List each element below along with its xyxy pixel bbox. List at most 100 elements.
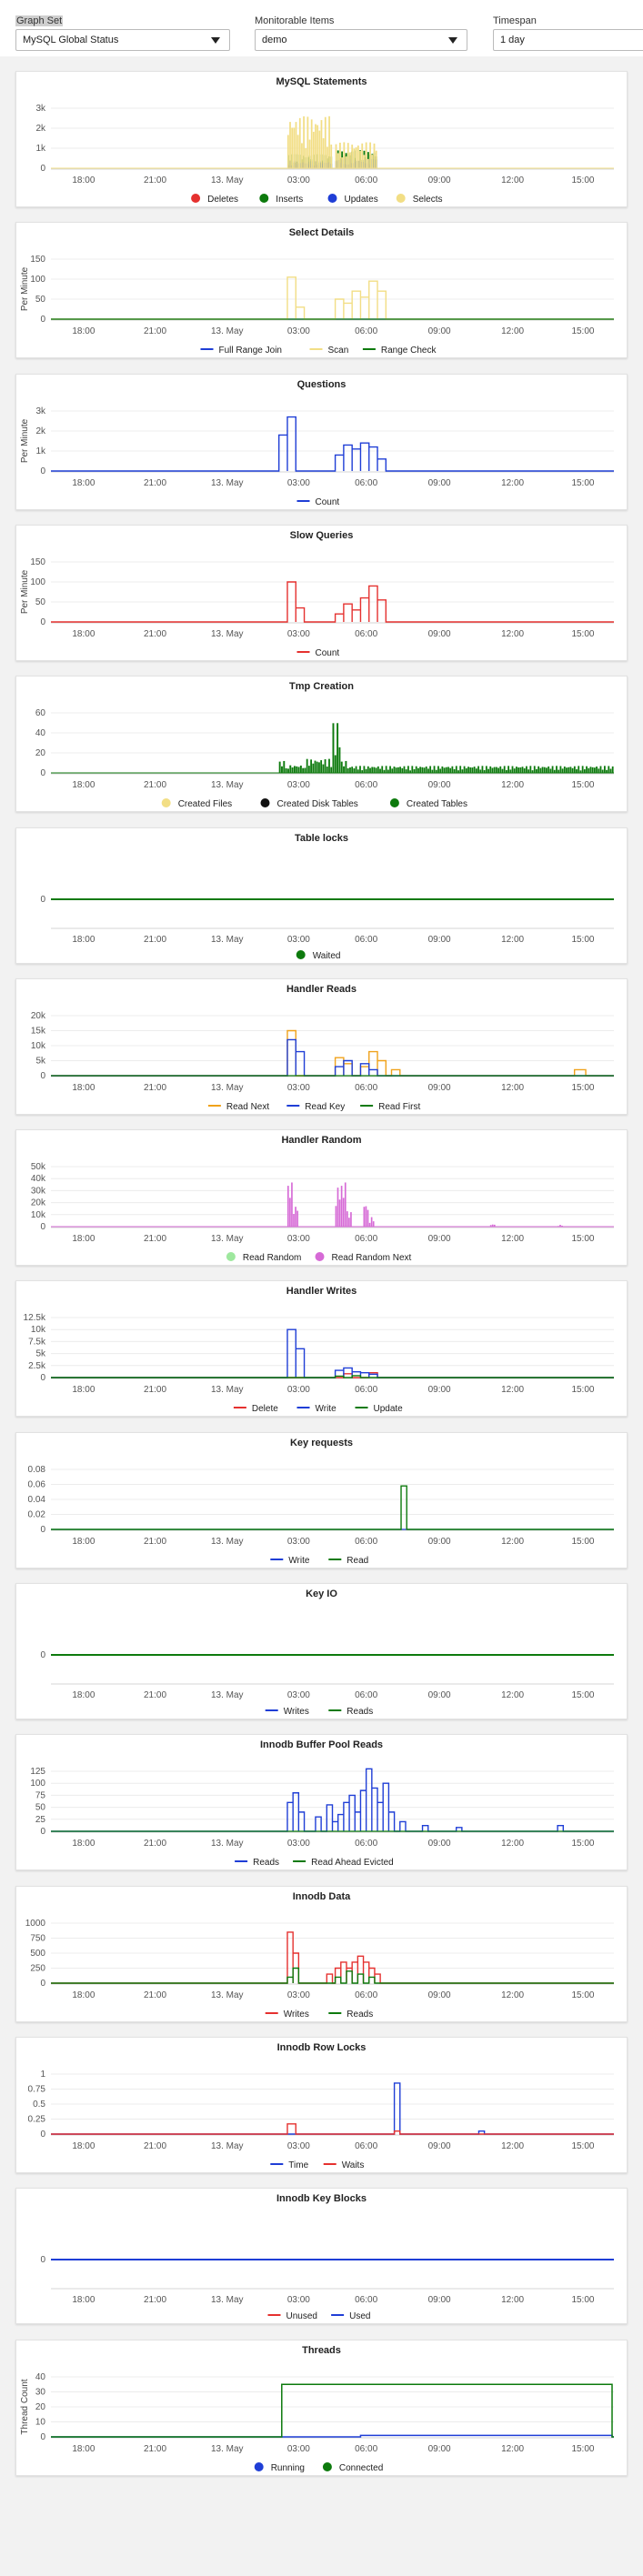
series-bar xyxy=(469,767,472,773)
x-tick-label: 18:00 xyxy=(72,1234,95,1244)
x-tick-label: 06:00 xyxy=(355,780,377,790)
y-tick-label: 250 xyxy=(30,1964,45,1974)
legend-item[interactable]: Reads xyxy=(235,1858,279,1868)
x-tick-label: 09:00 xyxy=(428,1083,451,1093)
x-tick-label: 09:00 xyxy=(428,326,451,336)
x-tick-label: 06:00 xyxy=(355,2295,377,2305)
x-tick-label: 09:00 xyxy=(428,1234,451,1244)
series-bar xyxy=(306,116,309,168)
x-tick-label: 09:00 xyxy=(428,1537,451,1547)
legend-item[interactable]: Reads xyxy=(328,1707,373,1717)
legend-item[interactable]: Read Random xyxy=(226,1252,301,1263)
series-bar xyxy=(583,769,586,773)
y-tick-label: 750 xyxy=(30,1934,45,1944)
legend-item[interactable]: Read Key xyxy=(286,1102,345,1112)
legend-item[interactable]: Inserts xyxy=(259,194,303,205)
series-bar xyxy=(367,1209,369,1227)
legend-item[interactable]: Writes xyxy=(265,2010,309,2020)
x-tick-label: 09:00 xyxy=(428,780,451,790)
y-tick-label: 25 xyxy=(35,1815,46,1825)
y-tick-label: 0.02 xyxy=(28,1510,46,1520)
legend-item[interactable]: Unused xyxy=(267,2311,317,2321)
monitorable-items-select[interactable]: demo xyxy=(255,29,467,51)
x-tick-label: 12:00 xyxy=(501,1537,524,1547)
series-line xyxy=(51,1931,614,1984)
x-tick-label: 03:00 xyxy=(287,935,310,945)
x-tick-label: 03:00 xyxy=(287,1083,310,1093)
legend-item[interactable]: Count xyxy=(296,648,340,658)
legend-item[interactable]: Read First xyxy=(360,1102,420,1112)
x-tick-label: 13. May xyxy=(211,175,244,185)
series-bar xyxy=(471,767,474,773)
x-tick-label: 12:00 xyxy=(501,326,524,336)
legend-item[interactable]: Created Tables xyxy=(389,798,467,809)
y-tick-label: 125 xyxy=(30,1767,45,1777)
legend-item[interactable]: Read xyxy=(328,1556,368,1566)
y-tick-label: 5k xyxy=(35,1349,46,1359)
series-bar xyxy=(342,1198,345,1227)
legend-item[interactable]: Read Ahead Evicted xyxy=(293,1858,394,1868)
legend-item[interactable]: Connected xyxy=(322,2462,383,2473)
x-tick-label: 06:00 xyxy=(355,1690,377,1700)
legend-marker xyxy=(254,2462,264,2471)
series-bar xyxy=(375,150,377,168)
y-tick-label: 1 xyxy=(40,2070,45,2080)
series-bar xyxy=(293,766,296,773)
series-bar xyxy=(507,766,509,773)
legend-item[interactable]: Write xyxy=(296,1404,337,1414)
legend-item[interactable]: Delete xyxy=(233,1404,278,1414)
legend-item[interactable]: Used xyxy=(331,2311,370,2321)
legend-marker xyxy=(260,798,270,807)
series-bar xyxy=(479,769,482,773)
legend-item[interactable]: Full Range Join xyxy=(200,346,282,356)
series-bar xyxy=(523,767,526,773)
series-bar xyxy=(481,766,484,773)
x-tick-label: 03:00 xyxy=(287,629,310,639)
series-line xyxy=(51,1372,614,1378)
legend-label: Count xyxy=(316,497,340,507)
legend-label: Writes xyxy=(284,2010,309,2020)
legend-item[interactable]: Range Check xyxy=(362,346,437,356)
legend-item[interactable]: Time xyxy=(270,2160,309,2170)
legend-item[interactable]: Running xyxy=(254,2462,305,2473)
x-tick-label: 12:00 xyxy=(501,780,524,790)
y-tick-label: 0 xyxy=(40,2255,45,2265)
chart-panel-threads: Threads Thread Count 0 10 20 30 40 18:00 21:00 13… xyxy=(15,2340,628,2476)
x-tick-label: 13. May xyxy=(211,1990,244,2000)
series-bar xyxy=(351,145,354,168)
legend-item[interactable]: Updates xyxy=(327,194,378,205)
series-bar xyxy=(586,766,588,773)
legend-item[interactable]: Writes xyxy=(265,1707,309,1717)
legend-item[interactable]: Waited xyxy=(296,950,341,961)
legend-item[interactable]: Update xyxy=(355,1404,404,1414)
legend-item[interactable]: Count xyxy=(296,497,340,507)
legend-label: Unused xyxy=(286,2311,317,2321)
legend-item[interactable]: Read Random Next xyxy=(315,1252,412,1263)
series-bar xyxy=(489,1225,492,1227)
x-tick-label: 21:00 xyxy=(144,935,166,945)
legend-item[interactable]: Deletes xyxy=(191,194,238,205)
legend-item[interactable]: Created Files xyxy=(161,798,232,809)
x-tick-label: 12:00 xyxy=(501,1839,524,1849)
series-bar xyxy=(367,766,369,773)
x-tick-label: 13. May xyxy=(211,1385,244,1395)
legend-item[interactable]: Write xyxy=(270,1556,310,1566)
legend-item[interactable]: Created Disk Tables xyxy=(260,798,358,809)
timespan-select[interactable]: 1 day xyxy=(493,29,643,51)
x-tick-label: 06:00 xyxy=(355,2141,377,2151)
x-tick-label: 18:00 xyxy=(72,1990,95,2000)
chart-svg: Innodb Key Blocks 0 18:00 21:00 13. May 03:00… xyxy=(40,2193,614,2321)
x-tick-label: 03:00 xyxy=(287,478,310,488)
chart-title: Key requests xyxy=(290,1438,353,1448)
series-bar xyxy=(365,1206,367,1227)
legend-label: Selects xyxy=(413,195,443,205)
legend-item[interactable]: Read Next xyxy=(207,1102,269,1112)
legend-item[interactable]: Scan xyxy=(309,346,349,356)
legend-item[interactable]: Selects xyxy=(396,194,443,205)
legend-item[interactable]: Reads xyxy=(328,2010,373,2020)
legend-item[interactable]: Waits xyxy=(323,2160,365,2170)
chart-panel-innodb-buffer-pool-reads: Innodb Buffer Pool Reads 0 25 50 75 100 125 18:… xyxy=(15,1734,628,1870)
graph-set-select[interactable]: MySQL Global Status xyxy=(15,29,230,51)
series-bar xyxy=(391,768,394,773)
x-tick-label: 15:00 xyxy=(571,1083,594,1093)
